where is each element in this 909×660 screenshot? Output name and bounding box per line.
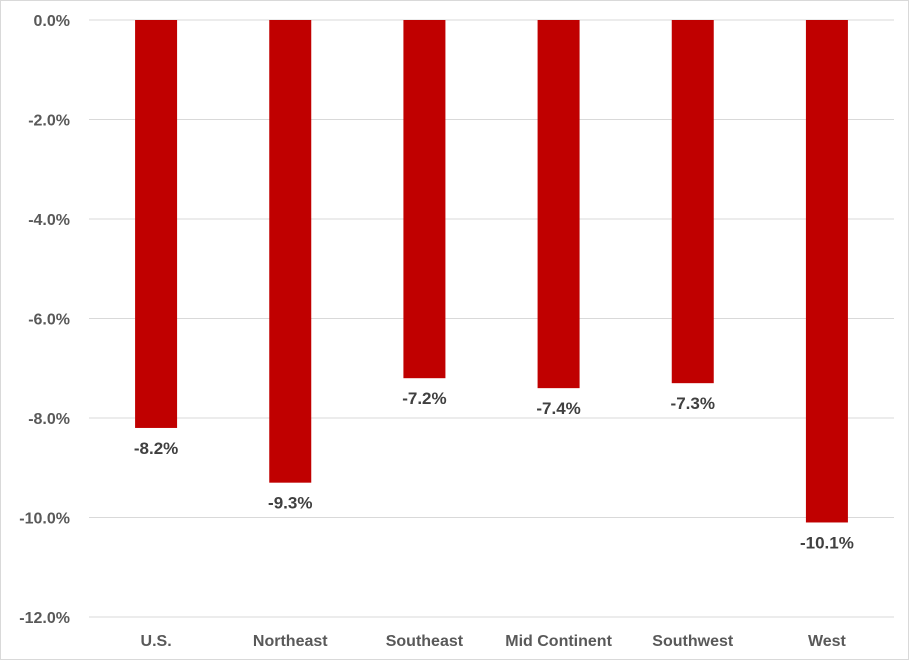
bar xyxy=(671,20,714,384)
y-tick-label: -12.0% xyxy=(19,610,70,627)
bar xyxy=(135,20,178,428)
x-tick-label: U.S. xyxy=(141,633,172,650)
gridlines xyxy=(89,19,894,618)
data-label: -9.3% xyxy=(268,494,312,513)
data-label: -7.3% xyxy=(671,394,715,413)
y-tick-label: -2.0% xyxy=(28,113,70,130)
y-tick-label: 0.0% xyxy=(34,13,70,30)
x-tick-label: Southwest xyxy=(652,633,734,650)
bars xyxy=(135,20,848,523)
data-label: -8.2% xyxy=(134,439,178,458)
x-axis-ticks: U.S. Northeast Southeast Mid Continent South… xyxy=(141,633,847,650)
data-labels: -8.2% -9.3% -7.2% -7.4% -7.3% -10.1% xyxy=(134,389,854,552)
y-tick-label: -10.0% xyxy=(19,511,70,528)
bar xyxy=(269,20,312,483)
x-tick-label: Northeast xyxy=(253,633,328,650)
x-tick-label: Southeast xyxy=(386,633,464,650)
y-axis-ticks: 0.0% -2.0% -4.0% -6.0% -8.0% -10.0% -12.0% xyxy=(19,13,70,627)
data-label: -10.1% xyxy=(800,533,854,552)
data-label: -7.4% xyxy=(536,399,580,418)
x-tick-label: Mid Continent xyxy=(505,633,612,650)
y-tick-label: -4.0% xyxy=(28,212,70,229)
data-label: -7.2% xyxy=(402,389,446,408)
bar xyxy=(537,20,580,389)
bar xyxy=(805,20,848,523)
y-tick-label: -6.0% xyxy=(28,312,70,329)
x-tick-label: West xyxy=(808,633,847,650)
bar xyxy=(403,20,446,379)
y-tick-label: -8.0% xyxy=(28,411,70,428)
